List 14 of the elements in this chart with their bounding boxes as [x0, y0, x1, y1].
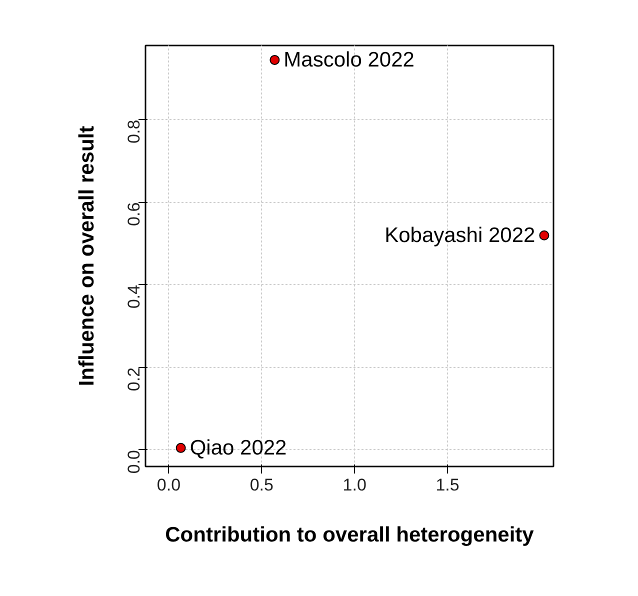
x-tick-label: 0.0 — [156, 476, 181, 494]
x-tick-label: 1.5 — [436, 476, 460, 494]
y-axis-title: Influence on overall result — [76, 126, 98, 386]
x-tick-label: 0.5 — [250, 476, 274, 494]
annotation: Kobayashi 2022 — [384, 224, 536, 247]
annotation: Qiao 2022 — [190, 436, 287, 460]
y-tick-label: 0.4 — [124, 284, 144, 309]
x-axis-title: Contribution to overall heterogeneity — [165, 524, 534, 546]
annotation: Mascolo 2022 — [284, 48, 414, 72]
y-tick-label: 0.8 — [124, 120, 144, 144]
y-tick-label: 0.6 — [124, 202, 144, 226]
y-tick-label: 0.0 — [124, 450, 144, 474]
x-tick-label: 1.0 — [342, 476, 366, 494]
y-tick-label: 0.2 — [124, 367, 144, 392]
